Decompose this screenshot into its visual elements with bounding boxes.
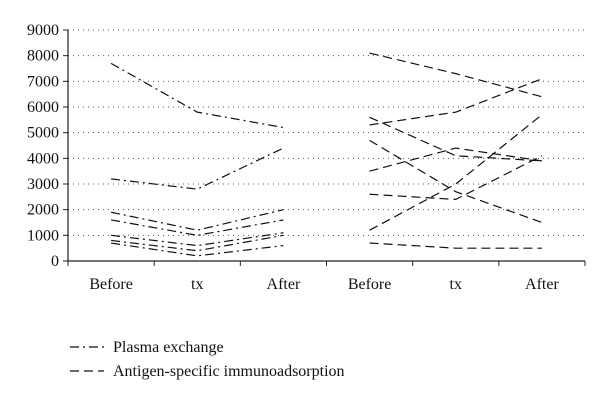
series-line-immunoadsorption	[369, 52, 543, 98]
series-lines	[110, 52, 543, 257]
y-tick-label: 3000	[27, 176, 59, 193]
y-axis-ticks: 0 1000 2000 3000 4000 5000 6000 7000 8000 9000	[27, 22, 68, 270]
series-line-plasma-exchange	[111, 147, 284, 190]
y-tick-label: 9000	[27, 22, 59, 39]
x-tick-label: After	[525, 276, 559, 293]
series-line-immunoadsorption	[369, 78, 543, 126]
legend-label: Plasma exchange	[113, 339, 224, 356]
axes	[67, 30, 585, 262]
series-line-immunoadsorption	[369, 147, 543, 172]
series-line-immunoadsorption	[369, 116, 542, 162]
y-tick-label: 7000	[27, 73, 59, 90]
series-line-immunoadsorption	[369, 242, 542, 249]
x-tick-label: tx	[191, 276, 203, 293]
series-line-immunoadsorption	[369, 155, 543, 201]
y-tick-label: 0	[51, 253, 59, 270]
y-tick-label: 1000	[27, 227, 59, 244]
x-tick-label: Before	[89, 276, 133, 293]
series-line-plasma-exchange	[110, 219, 284, 236]
series-line-plasma-exchange	[110, 242, 284, 257]
x-tick-label: tx	[450, 276, 462, 293]
y-tick-label: 5000	[27, 125, 59, 142]
legend-label: Antigen-specific immunoadsorption	[113, 363, 345, 380]
x-tick-label: Before	[348, 276, 392, 293]
y-tick-label: 6000	[27, 99, 59, 116]
gridlines	[68, 29, 585, 236]
y-tick-label: 8000	[27, 48, 59, 65]
series-line-immunoadsorption	[369, 114, 543, 231]
series-line-immunoadsorption	[369, 139, 543, 224]
legend: Plasma exchange Antigen-specific immunoad…	[70, 339, 345, 380]
series-line-plasma-exchange	[110, 62, 284, 129]
y-tick-label: 2000	[27, 202, 59, 219]
x-tick-label: After	[267, 276, 301, 293]
y-tick-label: 4000	[27, 150, 59, 167]
series-line-plasma-exchange	[110, 209, 284, 231]
x-axis-ticks: Before tx After Before tx After	[67, 261, 586, 293]
